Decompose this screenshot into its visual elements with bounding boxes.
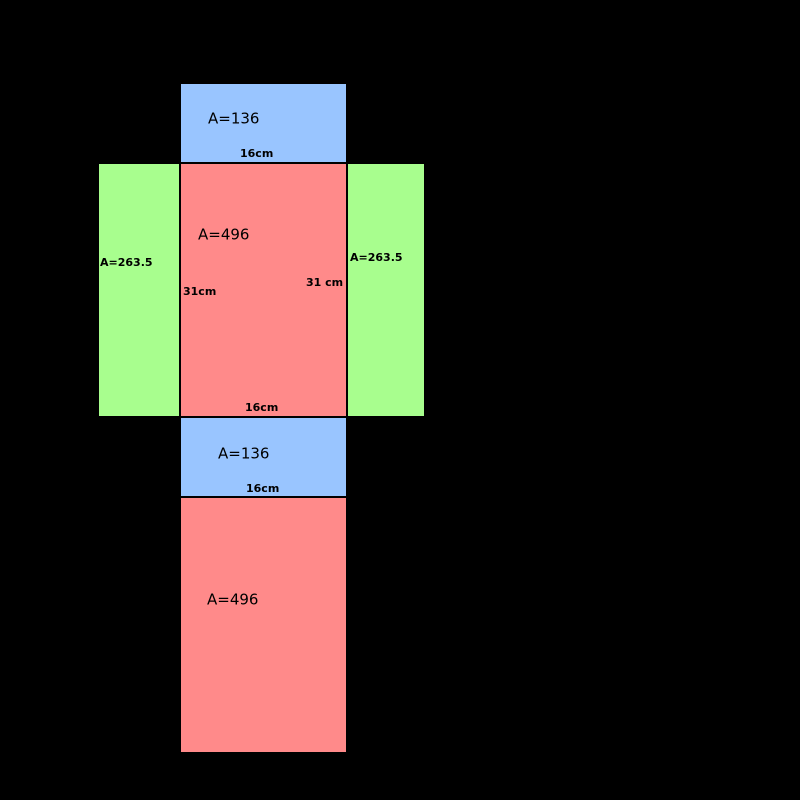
face-area-label: A=136 [218, 445, 269, 463]
left-face [99, 164, 179, 416]
face-area-label: A=263.5 [350, 251, 403, 264]
front-face [181, 164, 346, 416]
right-face [348, 164, 424, 416]
face-area-label: A=263.5 [100, 256, 153, 269]
dimension-label: 16cm [245, 401, 278, 414]
dimension-label: 31 cm [306, 276, 343, 289]
dimension-label: 16cm [246, 482, 279, 495]
back-face [181, 498, 346, 752]
face-area-label: A=496 [198, 226, 249, 244]
face-area-label: A=136 [208, 110, 259, 128]
dimension-label: 31cm [183, 285, 216, 298]
bottom-face [181, 418, 346, 496]
top-face [181, 84, 346, 162]
face-area-label: A=496 [207, 591, 258, 609]
dimension-label: 16cm [240, 147, 273, 160]
